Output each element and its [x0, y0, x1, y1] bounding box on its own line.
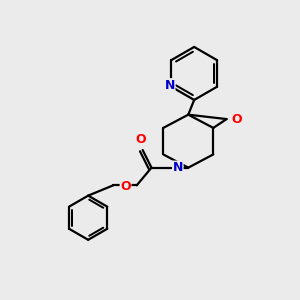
Text: O: O — [120, 180, 131, 193]
Text: N: N — [172, 161, 183, 174]
Text: N: N — [165, 79, 175, 92]
Text: O: O — [136, 133, 146, 146]
Text: O: O — [232, 112, 242, 126]
